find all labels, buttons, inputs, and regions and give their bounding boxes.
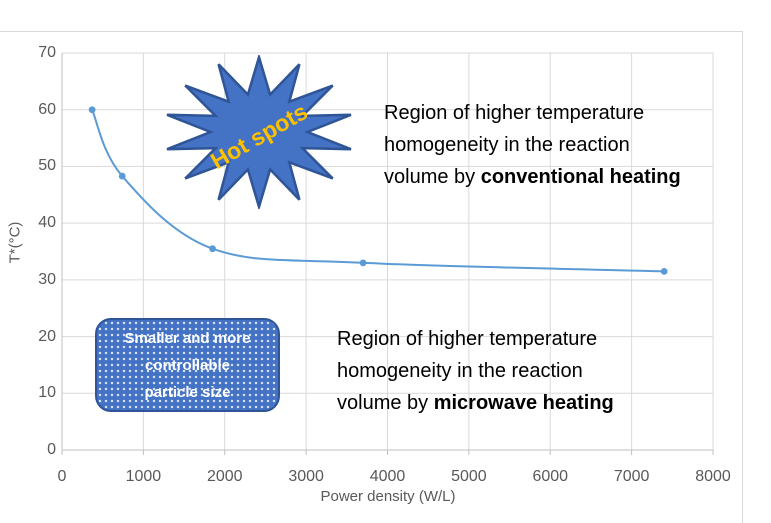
x-tick-label: 8000 xyxy=(695,468,731,485)
y-tick-label: 0 xyxy=(47,441,56,458)
y-tick-label: 40 xyxy=(38,214,56,232)
particle-size-line: particle size xyxy=(144,383,231,401)
region-text-line: Region of higher temperature xyxy=(337,328,598,350)
x-tick-label: 2000 xyxy=(206,468,243,485)
data-point-marker xyxy=(660,267,668,275)
x-tick-label: 0 xyxy=(57,468,67,485)
region-text-line: Region of higher temperature xyxy=(384,102,645,124)
particle-size-callout: Smaller and more controllable particle s… xyxy=(95,318,280,412)
particle-size-line: Smaller and more xyxy=(124,329,251,347)
region-text-line: homogeneity in the reaction xyxy=(337,360,583,382)
y-tick-label: 10 xyxy=(38,384,56,402)
microwave-heating-text: Region of higher temperature homogeneity… xyxy=(337,323,614,419)
chart-area-border xyxy=(0,31,743,523)
y-tick-label: 20 xyxy=(38,327,56,345)
x-tick-label: 3000 xyxy=(288,468,324,485)
data-point-marker xyxy=(88,106,96,114)
x-tick-label: 1000 xyxy=(125,468,162,485)
region-text-line: volume by microwave heating xyxy=(337,392,614,414)
x-tick-label: 6000 xyxy=(532,468,569,485)
conventional-heating-text: Region of higher temperature homogeneity… xyxy=(384,97,681,193)
region-text-line: homogeneity in the reaction xyxy=(384,134,630,156)
y-tick-label: 60 xyxy=(38,100,56,118)
x-axis-title: Power density (W/L) xyxy=(320,488,456,505)
region-text-line: volume by conventional heating xyxy=(384,166,681,188)
hot-spots-shape xyxy=(166,55,352,209)
y-tick-label: 30 xyxy=(38,270,56,288)
data-point-marker xyxy=(359,259,367,267)
data-point-marker xyxy=(118,172,126,180)
y-tick-label: 50 xyxy=(38,157,56,175)
hot-spots-callout: Hot spots xyxy=(166,55,352,209)
x-tick-label: 4000 xyxy=(369,468,406,485)
x-tick-label: 7000 xyxy=(613,468,650,485)
data-point-marker xyxy=(209,245,216,253)
x-tick-label: 5000 xyxy=(451,468,487,485)
particle-size-line: controllable xyxy=(144,356,230,374)
y-tick-label: 70 xyxy=(38,44,56,61)
